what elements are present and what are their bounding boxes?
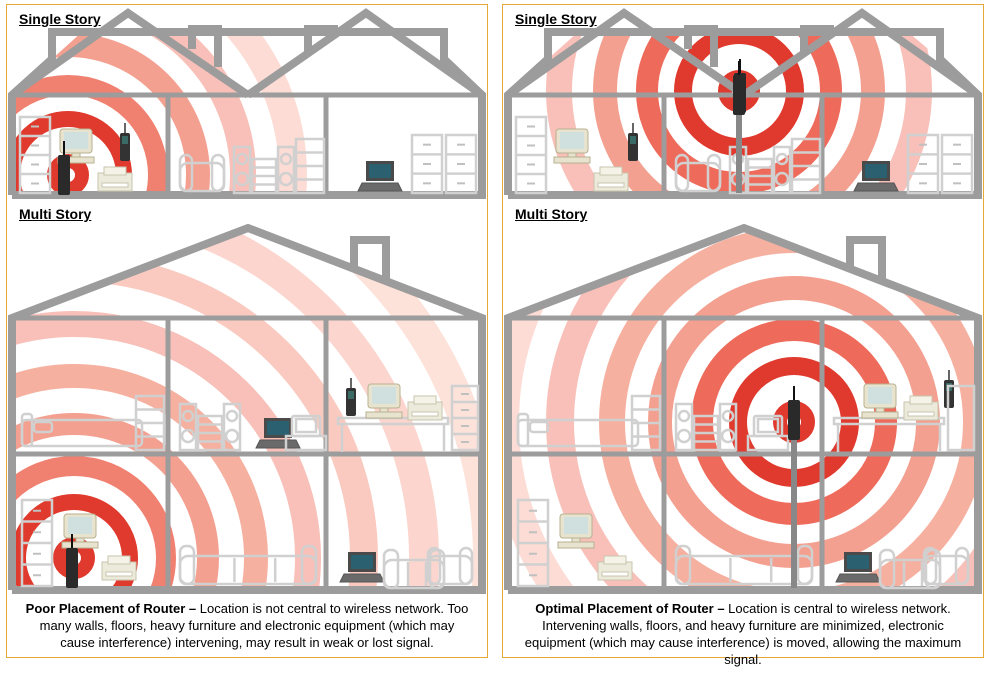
optimal-multi-story-panel: Multi Story	[503, 200, 983, 595]
optimal-single-house	[503, 5, 983, 200]
room-bot-right	[340, 548, 472, 588]
panel-label: Single Story	[515, 11, 597, 27]
poor-multi-story-panel: Multi Story	[7, 200, 487, 595]
panel-label: Single Story	[19, 11, 101, 27]
poor-placement-column: Single Story	[6, 4, 488, 658]
page: Single Story	[0, 0, 990, 662]
caption-bold: Poor Placement of Router –	[26, 601, 196, 616]
room-top-left	[518, 396, 660, 450]
optimal-caption: Optimal Placement of Router – Location i…	[503, 595, 983, 673]
poor-single-story-panel: Single Story	[7, 5, 487, 200]
optimal-placement-column: Single Story	[502, 4, 984, 658]
poor-multi-house	[7, 200, 487, 595]
caption-bold: Optimal Placement of Router –	[535, 601, 724, 616]
poor-caption: Poor Placement of Router – Location is n…	[7, 595, 487, 657]
panel-label: Multi Story	[19, 206, 91, 222]
optimal-multi-house	[503, 200, 983, 595]
optimal-single-story-panel: Single Story	[503, 5, 983, 200]
room-3-equipment	[358, 135, 476, 193]
panel-label: Multi Story	[515, 206, 587, 222]
poor-single-house	[7, 5, 487, 200]
